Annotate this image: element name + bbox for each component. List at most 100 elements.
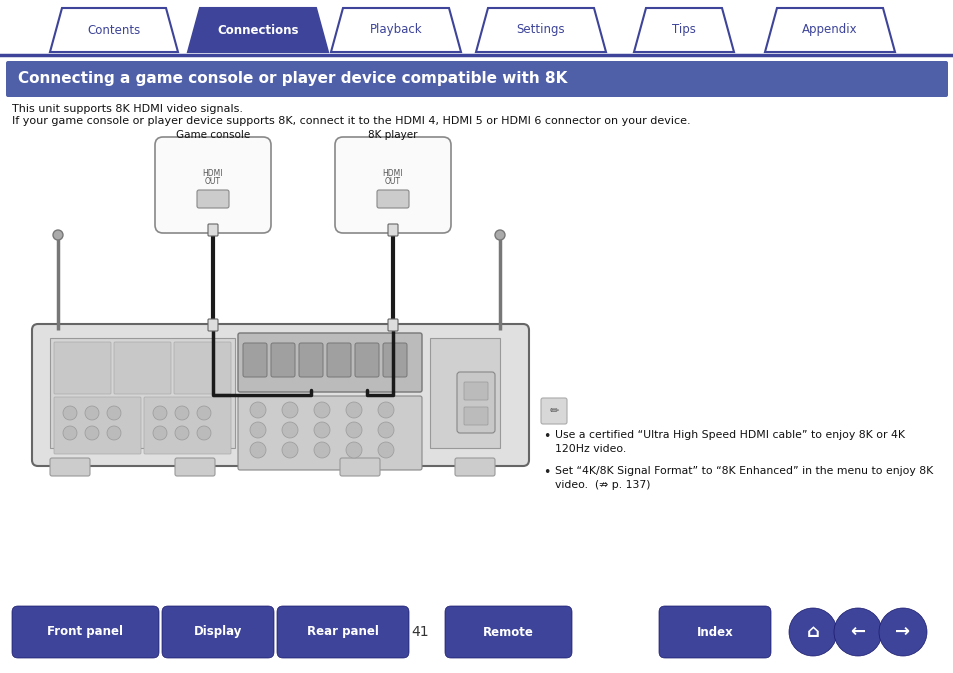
FancyBboxPatch shape [376, 190, 409, 208]
FancyBboxPatch shape [659, 606, 770, 658]
FancyBboxPatch shape [144, 397, 231, 454]
Text: Front panel: Front panel [48, 625, 123, 639]
Circle shape [833, 608, 882, 656]
Circle shape [788, 608, 836, 656]
Text: Appendix: Appendix [801, 24, 857, 36]
Text: •: • [542, 466, 550, 479]
Text: 120Hz video.: 120Hz video. [555, 444, 625, 454]
FancyBboxPatch shape [237, 396, 421, 470]
Polygon shape [188, 8, 328, 52]
FancyBboxPatch shape [243, 343, 267, 377]
FancyBboxPatch shape [54, 397, 141, 454]
FancyBboxPatch shape [463, 382, 488, 400]
Text: 41: 41 [411, 625, 428, 639]
Circle shape [85, 426, 99, 440]
Circle shape [495, 230, 504, 240]
FancyBboxPatch shape [430, 338, 499, 448]
Text: If your game console or player device supports 8K, connect it to the HDMI 4, HDM: If your game console or player device su… [12, 116, 690, 126]
Circle shape [174, 406, 189, 420]
Text: video.  (⇏ p. 137): video. (⇏ p. 137) [555, 480, 650, 490]
Circle shape [53, 230, 63, 240]
Circle shape [85, 406, 99, 420]
FancyBboxPatch shape [113, 342, 171, 394]
Circle shape [314, 402, 330, 418]
Polygon shape [634, 8, 733, 52]
Circle shape [63, 406, 77, 420]
Text: Connecting a game console or player device compatible with 8K: Connecting a game console or player devi… [18, 71, 567, 87]
FancyBboxPatch shape [12, 606, 159, 658]
Circle shape [346, 442, 361, 458]
FancyBboxPatch shape [196, 190, 229, 208]
Text: 8K player: 8K player [368, 130, 417, 140]
Polygon shape [476, 8, 605, 52]
Circle shape [63, 426, 77, 440]
Text: →: → [895, 623, 909, 641]
FancyBboxPatch shape [173, 342, 231, 394]
Text: This unit supports 8K HDMI video signals.: This unit supports 8K HDMI video signals… [12, 104, 243, 114]
FancyBboxPatch shape [382, 343, 407, 377]
Text: Contents: Contents [88, 24, 140, 36]
FancyBboxPatch shape [50, 458, 90, 476]
Polygon shape [50, 8, 178, 52]
Text: Display: Display [193, 625, 242, 639]
Circle shape [196, 426, 211, 440]
Text: •: • [542, 430, 550, 443]
Circle shape [282, 422, 297, 438]
FancyBboxPatch shape [540, 398, 566, 424]
FancyBboxPatch shape [388, 319, 397, 331]
Text: ✏: ✏ [549, 406, 558, 416]
Circle shape [250, 402, 266, 418]
Circle shape [377, 422, 394, 438]
FancyBboxPatch shape [154, 137, 271, 233]
FancyBboxPatch shape [237, 333, 421, 392]
Circle shape [152, 406, 167, 420]
FancyBboxPatch shape [208, 224, 218, 236]
FancyBboxPatch shape [174, 458, 214, 476]
FancyBboxPatch shape [463, 407, 488, 425]
Text: Rear panel: Rear panel [307, 625, 378, 639]
FancyBboxPatch shape [298, 343, 323, 377]
Text: HDMI: HDMI [203, 168, 223, 178]
Circle shape [250, 422, 266, 438]
Text: Use a certified “Ultra High Speed HDMI cable” to enjoy 8K or 4K: Use a certified “Ultra High Speed HDMI c… [555, 430, 904, 440]
Circle shape [346, 402, 361, 418]
Polygon shape [331, 8, 460, 52]
FancyBboxPatch shape [355, 343, 378, 377]
FancyBboxPatch shape [271, 343, 294, 377]
Text: ←: ← [849, 623, 864, 641]
Text: Playback: Playback [370, 24, 422, 36]
Circle shape [878, 608, 926, 656]
Circle shape [174, 426, 189, 440]
Text: Tips: Tips [671, 24, 695, 36]
FancyBboxPatch shape [388, 224, 397, 236]
Text: Connections: Connections [217, 24, 298, 36]
FancyBboxPatch shape [50, 338, 234, 448]
FancyBboxPatch shape [6, 61, 947, 97]
Text: Set “4K/8K Signal Format” to “8K Enhanced” in the menu to enjoy 8K: Set “4K/8K Signal Format” to “8K Enhance… [555, 466, 932, 476]
FancyBboxPatch shape [32, 324, 529, 466]
Circle shape [377, 402, 394, 418]
FancyBboxPatch shape [335, 137, 451, 233]
FancyBboxPatch shape [456, 372, 495, 433]
FancyBboxPatch shape [208, 319, 218, 331]
Text: HDMI: HDMI [382, 168, 403, 178]
Text: ⌂: ⌂ [805, 623, 819, 641]
FancyBboxPatch shape [444, 606, 572, 658]
Circle shape [314, 442, 330, 458]
Circle shape [377, 442, 394, 458]
Circle shape [196, 406, 211, 420]
FancyBboxPatch shape [455, 458, 495, 476]
Circle shape [314, 422, 330, 438]
Circle shape [282, 402, 297, 418]
FancyBboxPatch shape [54, 342, 111, 394]
Circle shape [250, 442, 266, 458]
FancyBboxPatch shape [276, 606, 409, 658]
Polygon shape [764, 8, 894, 52]
FancyBboxPatch shape [327, 343, 351, 377]
Text: OUT: OUT [385, 178, 400, 186]
Circle shape [152, 426, 167, 440]
FancyBboxPatch shape [339, 458, 379, 476]
Circle shape [282, 442, 297, 458]
FancyBboxPatch shape [162, 606, 274, 658]
Text: OUT: OUT [205, 178, 221, 186]
